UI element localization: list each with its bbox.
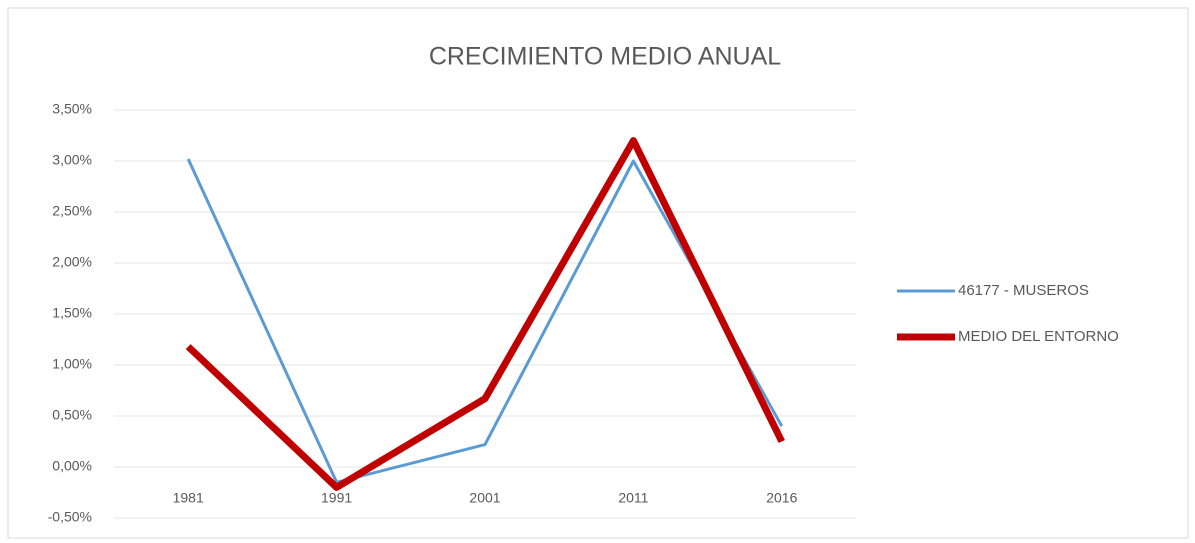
y-tick-label: 2,50%	[52, 203, 92, 219]
x-tick-label: 2011	[618, 490, 648, 506]
y-tick-label: 1,50%	[52, 305, 92, 321]
y-tick-label: -0,50%	[48, 509, 92, 525]
x-tick-label: 1991	[321, 490, 352, 506]
legend-label: 46177 - MUSEROS	[958, 282, 1089, 299]
y-tick-label: 1,00%	[52, 356, 92, 372]
x-tick-label: 2016	[766, 490, 797, 506]
legend-label: MEDIO DEL ENTORNO	[958, 328, 1119, 345]
chart-title: CRECIMIENTO MEDIO ANUAL	[429, 43, 781, 71]
y-tick-label: 3,00%	[52, 152, 92, 168]
y-tick-label: 3,50%	[52, 101, 92, 117]
y-tick-label: 2,00%	[52, 254, 92, 270]
x-tick-label: 2001	[469, 490, 500, 506]
y-tick-label: 0,00%	[52, 458, 92, 474]
x-tick-label: 1981	[173, 490, 204, 506]
chart-frame	[7, 7, 1189, 539]
y-tick-label: 0,50%	[52, 407, 92, 423]
series-line	[186, 158, 784, 484]
series-line	[185, 137, 785, 491]
